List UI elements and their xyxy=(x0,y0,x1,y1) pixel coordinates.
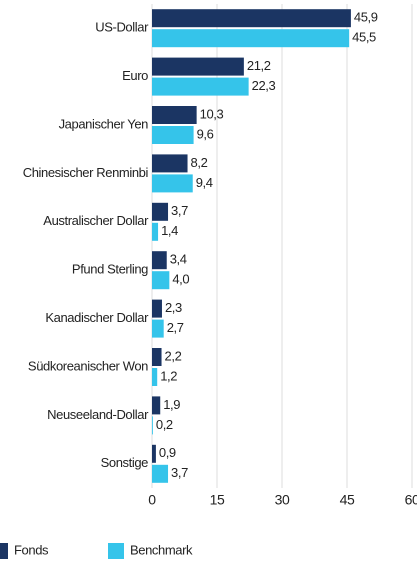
value-label: 10,3 xyxy=(200,106,224,121)
bar xyxy=(152,319,164,338)
value-label: 1,2 xyxy=(160,368,177,383)
bar xyxy=(152,348,162,366)
y-tick-label: Kanadischer Dollar xyxy=(45,310,149,325)
bar xyxy=(152,444,156,463)
bar xyxy=(152,29,350,48)
bar xyxy=(152,154,188,173)
value-label: 1,4 xyxy=(161,223,178,238)
x-tick-label: 30 xyxy=(275,492,290,508)
bar xyxy=(152,368,158,386)
bar xyxy=(152,464,169,483)
value-label: 2,3 xyxy=(165,300,182,315)
bar xyxy=(152,416,153,435)
legend-label: Benchmark xyxy=(130,542,193,557)
value-label: 1,9 xyxy=(163,397,180,412)
value-label: 8,2 xyxy=(191,155,208,170)
bar xyxy=(152,202,169,221)
value-label: 2,2 xyxy=(165,348,182,363)
value-label: 3,7 xyxy=(171,465,188,480)
y-tick-label: Japanischer Yen xyxy=(59,116,149,131)
legend-label: Fonds xyxy=(14,542,49,557)
bar xyxy=(152,251,167,270)
x-tick-label: 0 xyxy=(148,492,156,508)
bar xyxy=(152,222,159,241)
y-tick-label: Neuseeland-Dollar xyxy=(47,407,149,422)
legend-swatch xyxy=(0,543,8,559)
y-tick-label: Sonstige xyxy=(101,455,149,470)
y-tick-label: Euro xyxy=(122,68,148,83)
value-label: 3,7 xyxy=(171,203,188,218)
y-tick-label: Australischer Dollar xyxy=(43,213,149,228)
value-label: 4,0 xyxy=(172,272,189,287)
bar xyxy=(152,126,194,144)
value-label: 3,4 xyxy=(170,252,187,267)
bar xyxy=(152,9,351,28)
y-tick-label: Südkoreanischer Won xyxy=(28,358,148,373)
y-tick-label: US-Dollar xyxy=(95,20,149,35)
bar xyxy=(152,77,249,96)
bar xyxy=(152,299,162,318)
value-label: 2,7 xyxy=(167,320,184,335)
bar xyxy=(152,271,170,290)
value-label: 0,2 xyxy=(156,417,173,432)
value-label: 22,3 xyxy=(252,78,276,93)
y-tick-label: Chinesischer Renminbi xyxy=(23,165,149,180)
bar xyxy=(152,106,197,124)
legend-swatch xyxy=(108,543,124,559)
bar xyxy=(152,57,244,76)
bar xyxy=(152,396,161,415)
value-label: 0,9 xyxy=(159,445,176,460)
value-label: 9,6 xyxy=(197,126,214,141)
x-tick-label: 60 xyxy=(405,492,417,508)
value-label: 9,4 xyxy=(196,175,213,190)
value-label: 45,5 xyxy=(352,30,376,45)
x-tick-label: 15 xyxy=(210,492,225,508)
value-label: 45,9 xyxy=(354,10,378,25)
x-tick-label: 45 xyxy=(340,492,355,508)
bar xyxy=(152,174,193,193)
y-tick-label: Pfund Sterling xyxy=(72,262,148,277)
value-label: 21,2 xyxy=(247,58,271,73)
